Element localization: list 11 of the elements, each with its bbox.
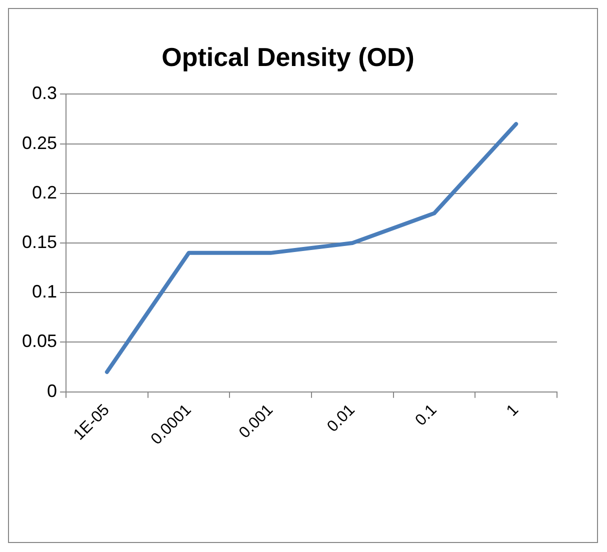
chart-title: Optical Density (OD) <box>162 42 414 72</box>
y-tick-label: 0.05 <box>22 331 58 352</box>
y-tick-label: 0.15 <box>22 232 58 252</box>
y-tick-label: 0.3 <box>32 83 58 104</box>
y-tick-label: 0 <box>47 380 58 401</box>
y-tick-label: 0.2 <box>32 182 58 202</box>
x-tick-label: 0.1 <box>412 401 440 430</box>
x-tick-label: 0.01 <box>324 401 358 436</box>
x-tick-label: 1 <box>504 401 522 420</box>
y-tick-label: 0.1 <box>32 282 58 302</box>
y-tick-label: 0.25 <box>22 132 58 153</box>
